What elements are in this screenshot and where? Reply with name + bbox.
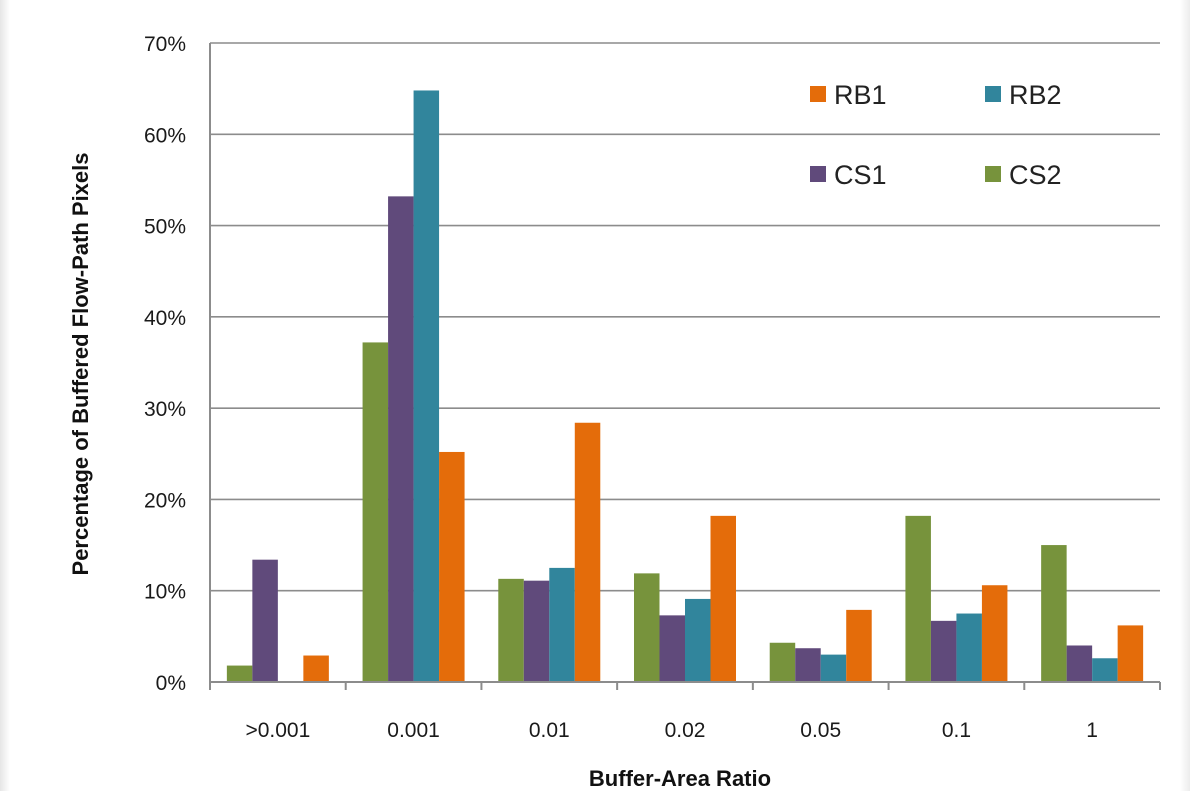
axes: [209, 43, 1161, 690]
y-tick-labels: 0% 10% 20% 30% 40% 50% 60% 70%: [144, 33, 186, 695]
x-tick-label: 0.02: [665, 719, 706, 742]
bar-rb1-6: [1117, 625, 1144, 682]
bar-rb2-3: [685, 598, 711, 682]
x-tick-label: 1: [1086, 719, 1098, 742]
x-tick-label: 0.01: [529, 719, 570, 742]
bars: [226, 90, 1144, 683]
bar-rb1-4: [846, 609, 872, 682]
x-tick-label: 0.05: [800, 719, 841, 742]
bar-cs1-4: [795, 648, 821, 682]
bar-cs1-5: [930, 620, 957, 682]
y-axis-title: Percentage of Buffered Flow-Path Pixels: [68, 153, 93, 576]
bar-rb1-5: [981, 585, 1008, 682]
bar-cs1-6: [1066, 645, 1093, 682]
y-tick-label: 70%: [144, 33, 186, 56]
x-tick-label: 0.1: [942, 719, 971, 742]
legend-label-cs2: CS2: [1009, 160, 1062, 190]
bar-rb2-4: [820, 654, 847, 682]
legend-swatch-rb1: [810, 86, 826, 102]
y-tick-label: 20%: [144, 489, 186, 512]
y-tick-label: 10%: [144, 581, 186, 604]
legend-swatch-cs1: [810, 166, 826, 182]
bar-rb1-1: [439, 451, 465, 682]
legend-label-rb1: RB1: [834, 80, 887, 110]
x-axis-title: Buffer-Area Ratio: [589, 766, 771, 791]
x-tick-labels: >0.001 0.001 0.01 0.02 0.05 0.1 1: [245, 719, 1098, 742]
bar-rb1-2: [574, 422, 601, 682]
bar-cs1-3: [659, 615, 685, 682]
bar-cs2-2: [498, 578, 524, 682]
legend-label-cs1: CS1: [834, 160, 887, 190]
y-tick-label: 60%: [144, 124, 186, 147]
legend: RB1 RB2 CS1 CS2: [810, 80, 1062, 190]
bar-rb2-1: [413, 90, 440, 683]
legend-swatch-rb2: [985, 86, 1001, 102]
y-tick-label: 50%: [144, 216, 186, 239]
bar-cs1-2: [523, 580, 550, 682]
x-tick-label: >0.001: [245, 719, 310, 742]
bar-cs1-0: [252, 559, 278, 682]
gridlines: [210, 42, 1160, 592]
bar-cs2-4: [769, 642, 796, 682]
y-tick-label: 0%: [156, 672, 186, 695]
legend-swatch-cs2: [985, 166, 1001, 182]
bar-cs2-1: [362, 342, 389, 682]
bar-rb2-5: [956, 613, 982, 682]
bar-cs2-3: [634, 573, 660, 682]
bar-cs2-6: [1041, 545, 1067, 682]
bar-cs1-1: [388, 196, 414, 683]
bar-rb2-6: [1092, 658, 1118, 682]
bar-rb1-3: [710, 515, 736, 682]
bar-rb2-2: [549, 567, 575, 682]
legend-label-rb2: RB2: [1009, 80, 1062, 110]
y-tick-label: 30%: [144, 398, 186, 421]
bar-cs2-5: [905, 515, 931, 682]
y-tick-label: 40%: [144, 307, 186, 330]
bar-cs2-0: [226, 665, 253, 682]
bar-rb1-0: [303, 655, 329, 682]
x-tick-label: 0.001: [387, 719, 440, 742]
